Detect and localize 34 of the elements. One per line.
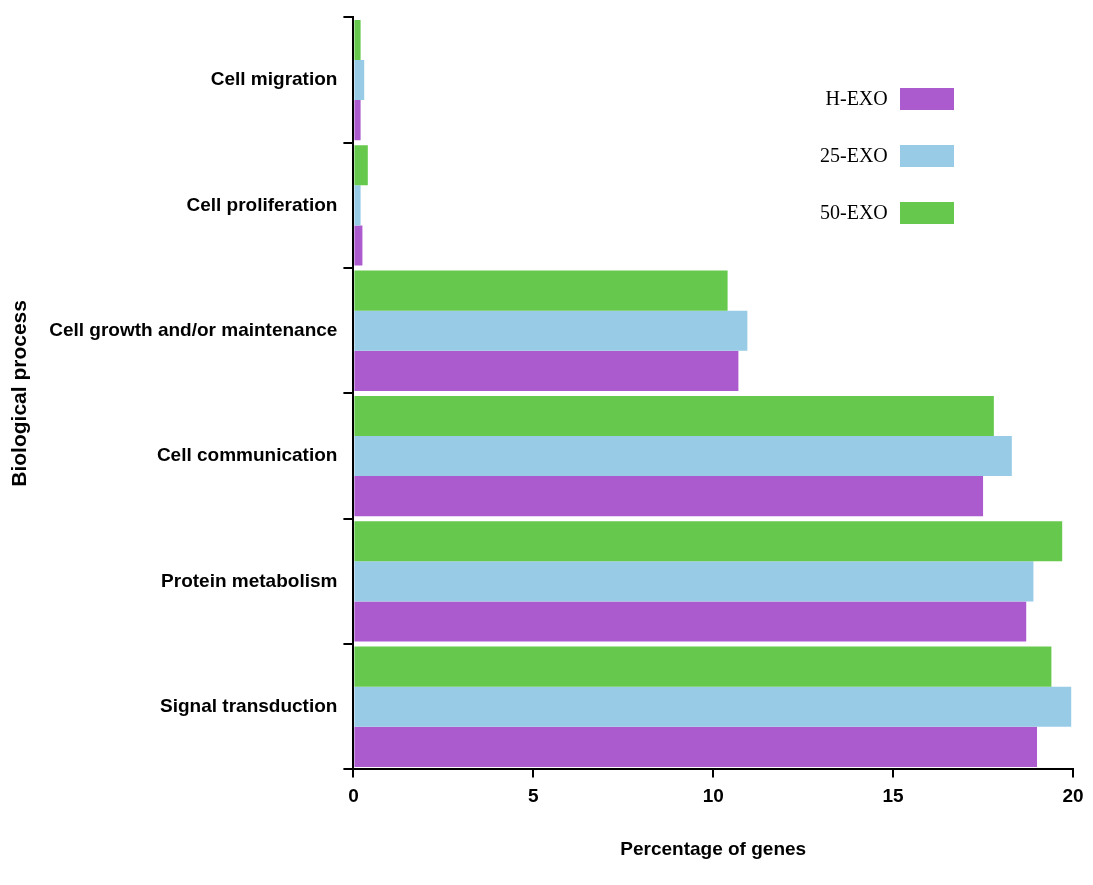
x-tick-label: 10	[702, 785, 724, 807]
bar	[354, 60, 365, 101]
y-tick-label: Signal transduction	[160, 694, 338, 716]
bar	[354, 19, 361, 61]
bar	[354, 726, 1038, 767]
bar	[354, 521, 1063, 562]
bar	[354, 686, 1072, 727]
bar	[354, 395, 994, 437]
y-tick-label: Cell migration	[210, 68, 338, 90]
bar	[354, 100, 361, 141]
y-tick-label: Cell communication	[156, 444, 338, 466]
y-tick-label: Protein metabolism	[161, 569, 338, 591]
y-tick-label: Cell growth and/or maintenance	[49, 318, 338, 340]
x-tick-label: 5	[528, 785, 540, 807]
bar	[354, 225, 363, 266]
legend-label: 50-EXO	[820, 201, 888, 224]
bar	[354, 310, 748, 351]
y-tick-label: Cell proliferation	[186, 193, 338, 215]
bar	[354, 436, 1012, 477]
bar	[354, 561, 1034, 602]
bar	[354, 185, 361, 226]
y-axis-title: Biological process	[7, 300, 31, 487]
x-tick-label: 15	[882, 785, 905, 807]
x-tick-label: 0	[348, 785, 359, 807]
x-tick-label: 20	[1062, 785, 1084, 807]
legend-label: 25-EXO	[820, 144, 888, 167]
bar	[354, 350, 739, 391]
bar	[354, 601, 1027, 642]
bar	[354, 145, 368, 186]
x-axis-title: Percentage of genes	[620, 837, 807, 859]
legend-label: H-EXO	[825, 87, 888, 110]
bar	[354, 476, 984, 517]
bar	[354, 646, 1052, 687]
bar	[354, 270, 728, 311]
